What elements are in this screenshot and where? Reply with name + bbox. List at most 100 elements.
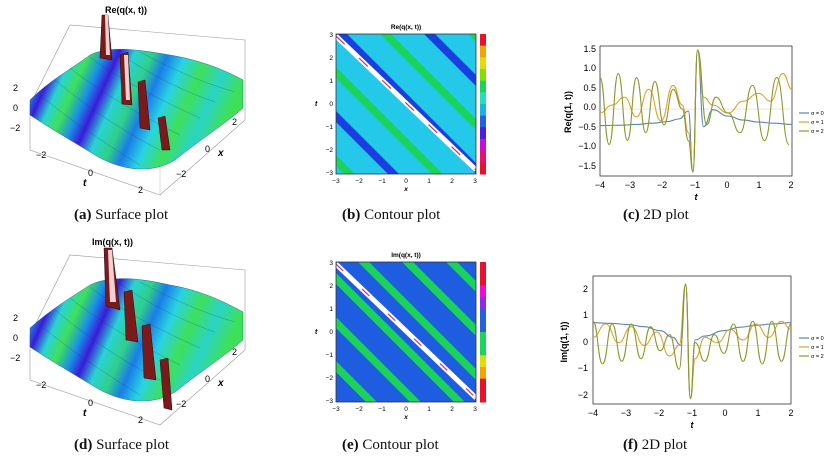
c-legend-0: σ = 0 [811,111,824,117]
surface-d-title: Im(q(x, t)) [92,237,133,247]
colorbar-segment [480,273,486,286]
contour-b-title: Re(q(x, t)) [391,24,421,31]
f-xtick-5: 1 [755,408,760,418]
colorbar-segment [480,139,486,152]
z-tick-d-2: −2 [10,353,20,363]
contour-b-xtick-5: 2 [450,178,454,185]
contour-b-ytick-4: −1 [326,124,334,131]
contour-b-ytick-2: 1 [329,78,333,85]
contour-band [336,89,421,174]
t-tick-d-0: −2 [36,380,46,390]
f-xtick-0: −4 [588,408,598,418]
c-ytick-3: 0.0 [583,102,596,112]
contour-b-xtick-4: 1 [427,178,431,185]
caption-a: (a) Surface plot [74,207,168,224]
contour-plot-b-svg: Re(q(x, t)) 3 2 1 0 −1 −2 −3 −3 −2 −1 0 … [315,24,486,193]
contour-e-xtick-5: 2 [450,406,454,413]
c-ylabel: Re(q(1, t)) [563,91,573,133]
contour-b-ylabel: t [315,101,318,108]
caption-d-text: Surface plot [92,437,169,453]
contour-b-xtick-2: −1 [378,178,386,185]
contour-band [424,262,476,314]
surface-a [29,49,244,170]
contour-band [336,295,443,402]
line-plot-c-svg: 1.5 1.0 0.5 0.0 −0.5 −1.0 −1.5 −4 −3 −2 … [563,44,824,202]
caption-e-text: Contour plot [358,437,439,453]
caption-b: (b) Contour plot [342,207,440,224]
panel-b-contour-plot: Re(q(x, t)) 3 2 1 0 −1 −2 −3 −3 −2 −1 0 … [300,18,500,208]
c-legend-2: σ = 2 [811,129,824,135]
contour-b-xtick-1: −2 [355,178,363,185]
t-tick-a-1: 0 [88,168,93,178]
t-tick-a-2: 2 [138,185,143,195]
z-tick-a-1: 0 [13,103,18,113]
contour-e-ytick-3: 0 [329,329,333,336]
t-label-a: t [83,178,87,189]
contour-band [468,34,476,42]
x-tick-d-2: −2 [176,399,186,409]
contour-band [336,67,443,174]
contour-band [446,262,476,292]
panel-f-line-plot: 2 1 0 −1 −2 −4 −3 −2 −1 0 1 2 t Im(q(1, … [555,270,836,435]
contour-band [468,262,476,270]
contour-b-ytick-1: 2 [329,55,333,62]
contour-band [336,317,421,402]
f-xlabel: t [691,420,695,430]
colorbar-segment [480,57,486,70]
caption-a-text: Surface plot [91,207,169,223]
c-xtick-5: 1 [756,180,761,190]
contour-b-ytick-5: −2 [326,147,334,154]
colorbar-segment [480,262,486,275]
c-xtick-2: −2 [657,180,667,190]
caption-b-text: Contour plot [360,207,441,223]
contour-band [402,262,476,336]
c-ytick-4: −0.5 [578,122,596,132]
f-xtick-1: −3 [621,408,631,418]
contour-band [300,262,311,402]
c-legend: σ = 0 σ = 1 σ = 2 [799,111,824,135]
z-tick-a-0: 2 [13,83,18,93]
contour-band [336,155,355,174]
caption-f: (f) 2D plot [623,437,687,454]
caption-f-text: 2D plot [638,437,688,453]
c-ytick-1: 1.0 [583,63,596,73]
colorbar-segment [480,343,486,356]
contour-e-xtick-1: −2 [355,406,363,413]
caption-f-tag: (f) [623,437,638,453]
t-tick-d-2: 2 [138,415,143,425]
z-tick-a-2: −2 [10,123,20,133]
contour-e-ytick-5: −2 [326,375,334,382]
contour-b-xtick-6: 3 [473,178,477,185]
contour-e-ytick-6: −3 [326,398,334,405]
contour-band [402,34,476,108]
colorbar-segment [480,34,486,47]
c-xtick-0: −4 [595,180,605,190]
f-ytick-2: 0 [583,337,588,347]
x-tick-a-0: 2 [232,117,237,127]
c-xtick-4: 0 [724,180,729,190]
contour-e-xtick-2: −1 [378,406,386,413]
contour-band [380,262,476,358]
colorbar-segment [480,162,486,175]
contour-band [424,34,476,86]
t-tick-d-1: 0 [88,398,93,408]
c-ytick-6: −1.5 [578,161,596,171]
colorbar-segment [480,104,486,117]
panel-d-surface-plot: Im(q(x, t)) 2 0 −2 −2 0 2 t 2 0 −2 x [0,230,260,435]
colorbar-segment [480,332,486,345]
colorbar-segment [480,367,486,380]
contour-e-xlabel: x [403,414,408,421]
panel-c-line-plot: 1.5 1.0 0.5 0.0 −0.5 −1.0 −1.5 −4 −3 −2 … [555,40,836,205]
c-ytick-2: 0.5 [583,83,596,93]
f-ytick-3: −1 [578,363,588,373]
colorbar-segment [480,378,486,391]
x-tick-d-0: 2 [232,347,237,357]
t-label-d: t [83,408,87,419]
colorbar-segment [480,127,486,140]
contour-e-ytick-0: 3 [329,260,333,267]
colorbar-segment [480,80,486,93]
colorbar-segment [480,355,486,368]
contour-b-xtick-3: 0 [404,178,408,185]
caption-c-text: 2D plot [639,207,689,223]
contour-band [336,133,377,174]
